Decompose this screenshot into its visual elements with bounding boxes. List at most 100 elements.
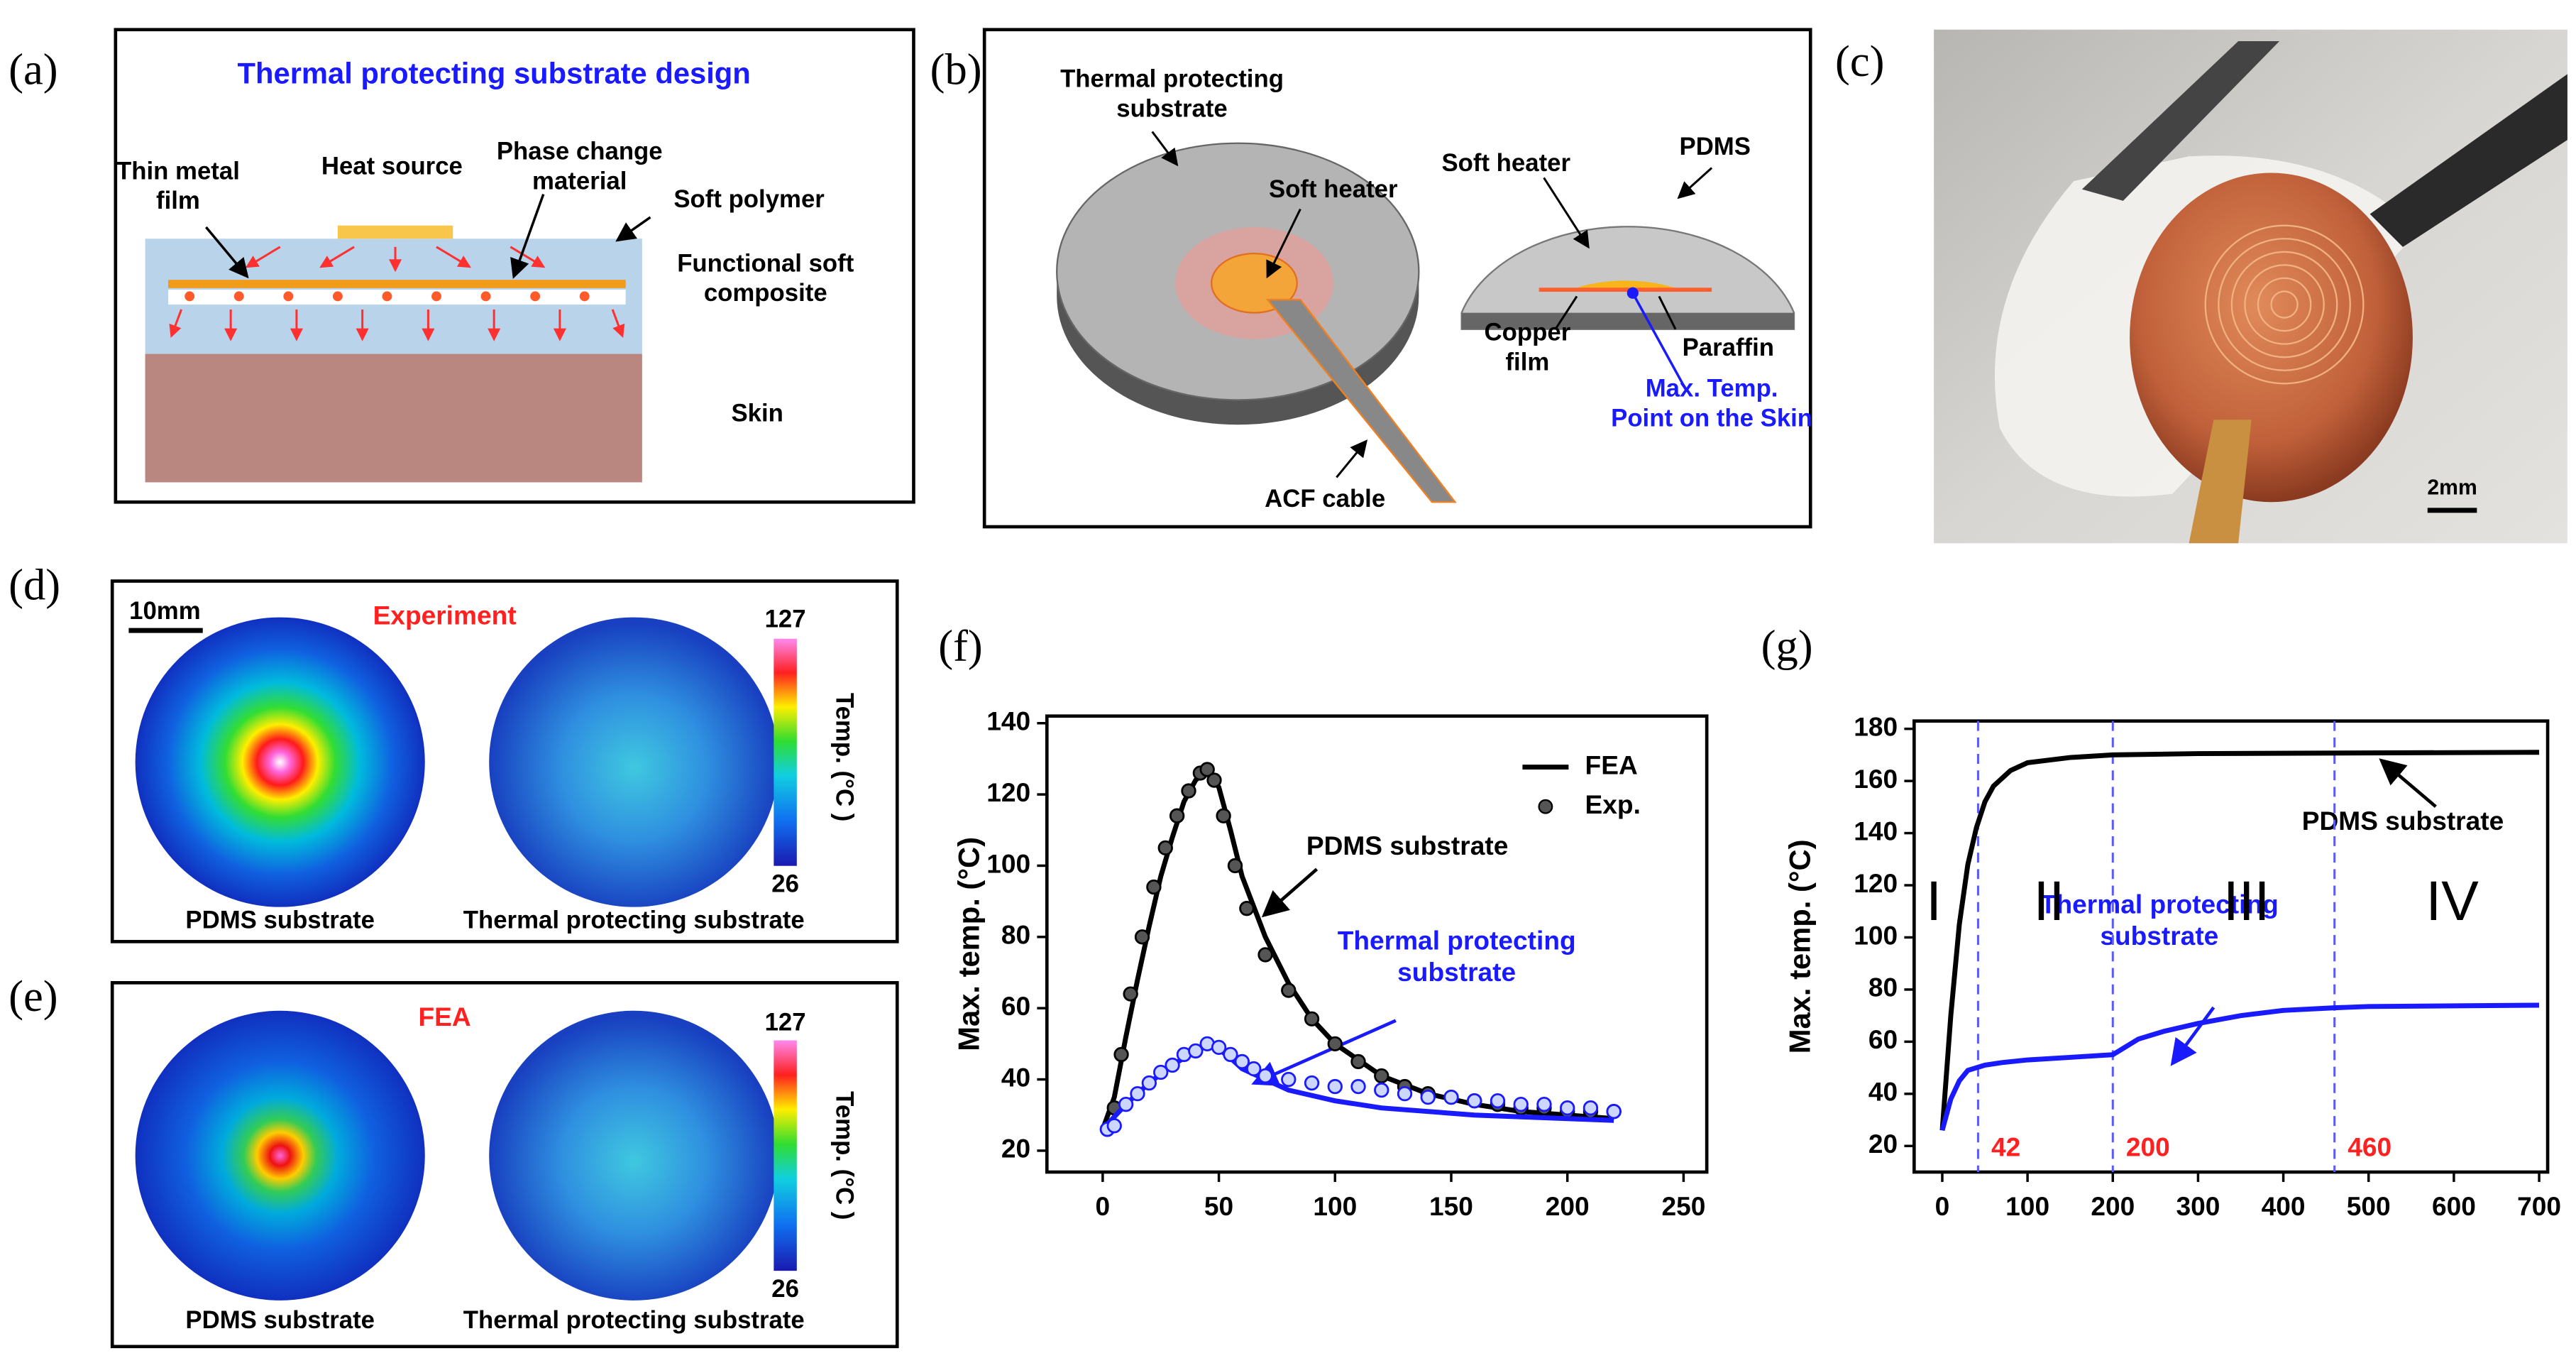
- region-label: III: [2223, 870, 2270, 932]
- x-tick-label: 100: [2005, 1191, 2049, 1221]
- data-point: [1443, 1089, 1459, 1105]
- panel-label: (c): [1835, 36, 1884, 86]
- data-point: [1397, 1085, 1413, 1102]
- data-point: [1188, 1043, 1204, 1059]
- data-point: [1420, 1089, 1436, 1105]
- label: Soft heater: [1441, 150, 1570, 177]
- y-tick-label: 60: [1868, 1024, 1898, 1054]
- data-point: [1257, 947, 1273, 963]
- data-point: [1606, 1104, 1622, 1120]
- annotation: PDMS substrate: [2302, 806, 2504, 836]
- panel-d: (d) 10mm Experiment 127 26 Temp. (°C ) P…: [9, 560, 899, 943]
- y-tick-label: 100: [1854, 920, 1898, 950]
- v-line-label: 200: [2126, 1132, 2170, 1161]
- panel-label: (b): [930, 45, 982, 94]
- data-point: [1234, 1053, 1250, 1070]
- data-point: [1374, 1068, 1389, 1084]
- label: Thin metal film: [116, 158, 240, 215]
- y-tick-label: 140: [986, 706, 1030, 736]
- pcm-layer: [168, 290, 626, 305]
- annotation-arrow: [2170, 1006, 2216, 1066]
- cross-section: [1460, 226, 1795, 330]
- pointer: [615, 216, 651, 242]
- pointer: [1151, 131, 1179, 167]
- pointer: [205, 226, 249, 279]
- legend-label: Exp.: [1585, 789, 1641, 819]
- legend-label: FEA: [1585, 750, 1638, 779]
- chart: (g) Max. temp. (°C) 0 100 200 300 400 500 600 700…: [1761, 620, 2561, 1221]
- heatmap: [135, 1010, 425, 1301]
- heatmap: [489, 1010, 779, 1301]
- data-point: [1560, 1100, 1575, 1116]
- heater-photo: [2130, 173, 2413, 503]
- panel-title: FEA: [419, 1002, 471, 1031]
- data-point: [1513, 1097, 1529, 1112]
- y-tick-label: 80: [1868, 973, 1898, 1002]
- pointer: [1554, 295, 1578, 330]
- data-point: [1467, 1093, 1482, 1109]
- annotation: Thermal protecting substrate: [1338, 925, 1576, 987]
- data-point: [1206, 772, 1222, 788]
- y-tick-label: 60: [1001, 991, 1030, 1021]
- colorbar-label: 26: [771, 1276, 799, 1303]
- pointer: [1631, 292, 1688, 393]
- data-point: [1536, 1097, 1552, 1112]
- x-tick-label: 300: [2176, 1191, 2220, 1221]
- legend-swatch: [1538, 799, 1553, 814]
- data-point: [1304, 1011, 1320, 1027]
- label: Thermal protecting substrate: [463, 907, 805, 934]
- panel-c: (c) 2mm: [1835, 29, 2567, 544]
- data-point: [1181, 783, 1196, 799]
- data-point: [1118, 1097, 1134, 1112]
- heater-section: [1572, 280, 1679, 290]
- region-label: I: [1926, 870, 1942, 932]
- tweezer: [2081, 40, 2280, 201]
- data-point: [1490, 1093, 1506, 1109]
- y-tick-label: 160: [1854, 764, 1898, 794]
- colorbar: [774, 638, 797, 866]
- data-point: [1157, 840, 1173, 856]
- y-tick-label: 40: [1868, 1077, 1898, 1107]
- data-point: [1257, 1068, 1273, 1084]
- heatmap: [489, 617, 779, 907]
- data-point: [1216, 808, 1231, 823]
- heat-arrows: [169, 246, 625, 341]
- y-tick-label: 80: [1001, 920, 1030, 950]
- y-tick-label: 140: [1854, 816, 1898, 845]
- acf-cable: [1265, 298, 1457, 503]
- data-point: [1169, 808, 1185, 823]
- colorbar-label: 26: [771, 871, 799, 898]
- skin: [145, 354, 642, 483]
- data-point: [1123, 986, 1138, 1002]
- data-point: [1304, 1075, 1320, 1091]
- data-point: [1141, 1075, 1157, 1091]
- label: Paraffin: [1683, 334, 1774, 361]
- data-point: [1350, 1053, 1366, 1070]
- data-point: [1583, 1100, 1599, 1116]
- v-line-label: 42: [1991, 1132, 2020, 1161]
- x-tick-label: 200: [2091, 1191, 2135, 1221]
- label: Thermal protecting substrate: [1060, 66, 1284, 123]
- region-label: II: [2034, 870, 2065, 932]
- data-point: [1239, 901, 1255, 916]
- panel-title: Experiment: [373, 600, 517, 630]
- annotation-arrow: [1251, 1019, 1397, 1086]
- x-tick-label: 250: [1661, 1191, 1705, 1221]
- cross-side: [1461, 312, 1795, 329]
- x-tick-label: 700: [2517, 1191, 2561, 1221]
- label: Copper film: [1485, 319, 1571, 376]
- annotation-arrow: [2379, 758, 2437, 809]
- panel-label: (e): [9, 971, 57, 1021]
- x-tick-label: 600: [2432, 1191, 2476, 1221]
- data-point: [1246, 1061, 1262, 1077]
- panel-label: (f): [938, 620, 983, 670]
- v-line-label: 460: [2347, 1132, 2391, 1161]
- data-point: [1327, 1078, 1343, 1095]
- label: ACF cable: [1265, 486, 1385, 513]
- plot-frame: [1045, 714, 1709, 1174]
- data-point: [1223, 1046, 1238, 1063]
- colorbar: [774, 1040, 797, 1271]
- data-point: [1281, 1071, 1297, 1088]
- heatmap: [135, 617, 425, 907]
- colorbar-label: 127: [765, 1009, 806, 1036]
